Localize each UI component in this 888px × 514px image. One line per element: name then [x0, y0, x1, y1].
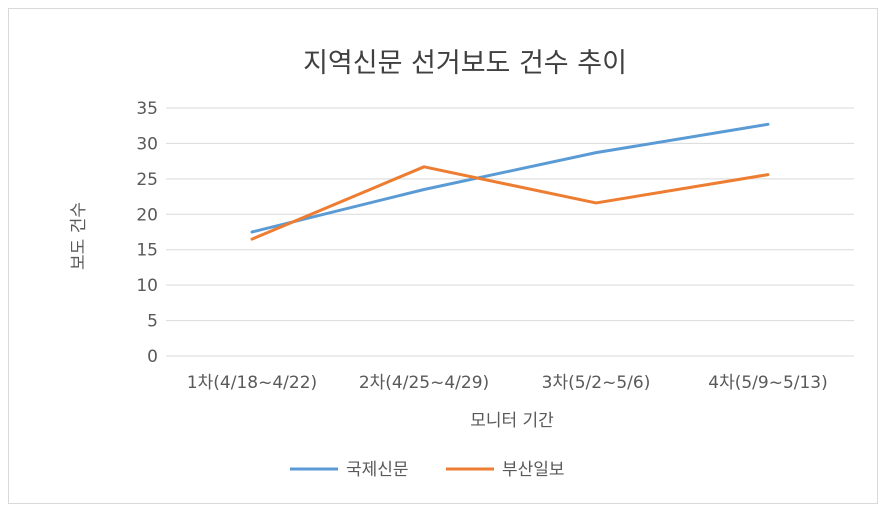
series-lines — [250, 122, 770, 241]
y-tick-label: 20 — [136, 205, 158, 225]
y-tick-label: 35 — [136, 99, 158, 119]
chart-title: 지역신문 선거보도 건수 추이 — [303, 48, 627, 79]
y-tick-label: 25 — [136, 170, 158, 190]
x-axis-ticks: 1차(4/18~4/22) 2차(4/25~4/29) 3차(5/2~5/6) 4차(… — [187, 373, 828, 393]
chart-frame — [8, 8, 878, 504]
y-tick-label: 15 — [136, 241, 158, 261]
y-tick-label: 0 — [147, 347, 158, 367]
x-tick-label: 2차(4/25~4/29) — [359, 373, 489, 393]
series-line — [250, 122, 770, 234]
y-tick-label: 5 — [147, 312, 158, 332]
x-axis-title: 모니터 기간 — [470, 411, 554, 431]
x-tick-label: 3차(5/2~5/6) — [542, 373, 651, 393]
legend: 국제신문 부산일보 — [290, 460, 565, 480]
x-tick-label: 1차(4/18~4/22) — [187, 373, 317, 393]
y-tick-label: 30 — [136, 134, 158, 154]
y-axis-title: 보도 건수 — [69, 202, 89, 270]
y-axis-ticks: 0 5 10 15 20 25 30 35 — [136, 99, 158, 367]
legend-label: 부산일보 — [502, 460, 565, 480]
y-tick-label: 10 — [136, 276, 158, 296]
x-tick-label: 4차(5/9~5/13) — [708, 373, 828, 393]
legend-label: 국제신문 — [346, 460, 409, 480]
series-line — [250, 165, 770, 241]
